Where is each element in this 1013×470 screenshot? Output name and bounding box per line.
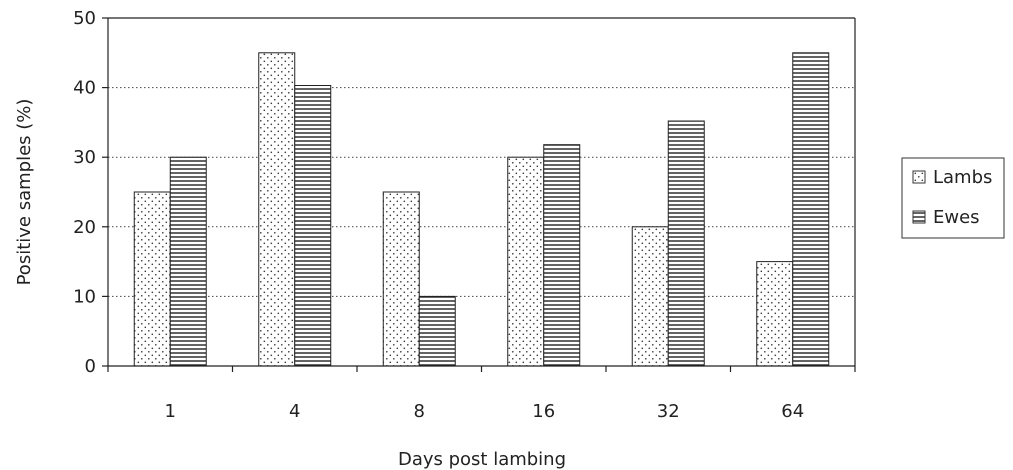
bar-lambs-8	[382, 191, 420, 367]
bar-ewes-32	[667, 120, 705, 367]
y-tick-label: 50	[73, 8, 96, 29]
y-tick-label: 30	[73, 147, 96, 168]
bar-lambs-64	[756, 261, 794, 367]
y-axis-ticks: 0 10 20 30 40 50	[73, 8, 108, 377]
x-tick-label: 32	[657, 401, 680, 422]
axes	[107, 17, 856, 367]
gridlines	[108, 17, 855, 297]
x-tick-label: 64	[781, 401, 804, 422]
legend-swatch-lambs	[912, 170, 926, 184]
y-tick-label: 40	[73, 78, 96, 99]
x-axis-ticks: 1 4 8 16 32 64	[107, 366, 856, 422]
bar-lambs-4	[258, 52, 296, 367]
y-tick-label: 10	[73, 286, 96, 307]
bars	[133, 52, 830, 367]
bar-ewes-4	[294, 85, 332, 367]
bar-lambs-32	[631, 226, 669, 367]
bar-lambs-16	[507, 156, 545, 367]
bar-lambs-1	[133, 191, 171, 367]
y-axis-title: Positive samples (%)	[14, 99, 35, 286]
y-tick-label: 20	[73, 217, 96, 238]
legend: Lambs Ewes	[901, 157, 1005, 239]
x-tick-label: 1	[165, 401, 176, 422]
y-tick-label: 0	[85, 356, 96, 377]
x-axis-title: Days post lambing	[398, 449, 566, 470]
bar-ewes-16	[543, 144, 581, 367]
x-tick-label: 16	[532, 401, 555, 422]
x-tick-label: 8	[414, 401, 425, 422]
legend-label-lambs: Lambs	[933, 167, 992, 188]
x-tick-label: 4	[289, 401, 300, 422]
bar-ewes-1	[169, 156, 207, 367]
legend-label-ewes: Ewes	[933, 207, 980, 228]
legend-swatch-ewes	[912, 210, 926, 224]
bar-ewes-64	[792, 52, 830, 367]
bar-ewes-8	[418, 295, 456, 367]
